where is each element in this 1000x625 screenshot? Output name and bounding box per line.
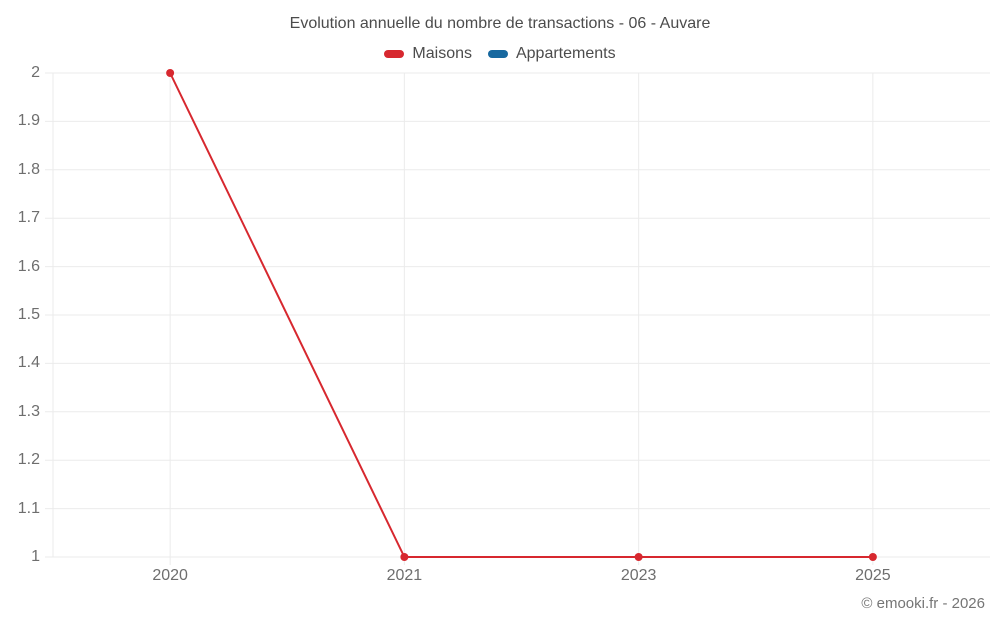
maisons-series-swatch-icon bbox=[384, 50, 405, 58]
copyright-footer: © emooki.fr - 2026 bbox=[861, 595, 985, 612]
y-tick-label: 1.2 bbox=[17, 451, 40, 469]
y-tick-label: 1.3 bbox=[17, 402, 40, 420]
y-tick-label: 1.9 bbox=[17, 112, 40, 130]
data-point-maisons-2021[interactable] bbox=[400, 553, 409, 561]
y-tick-label: 1 bbox=[31, 548, 40, 565]
x-tick-label: 2025 bbox=[855, 567, 891, 584]
series-line-maisons bbox=[169, 72, 874, 558]
y-tick-label: 2 bbox=[31, 64, 40, 81]
data-point-maisons-2020[interactable] bbox=[166, 69, 175, 77]
x-tick-label: 2020 bbox=[152, 567, 188, 584]
legend-item-appartements[interactable]: Appartements bbox=[487, 45, 616, 63]
y-tick-label: 1.7 bbox=[17, 209, 40, 227]
y-tick-label: 1.1 bbox=[17, 499, 40, 517]
y-tick-label: 1.6 bbox=[17, 257, 40, 275]
appartements-series-swatch-icon bbox=[487, 50, 508, 58]
y-tick-label: 1.4 bbox=[17, 354, 40, 372]
data-point-maisons-2023[interactable] bbox=[634, 553, 643, 561]
legend-label-appartements: Appartements bbox=[515, 45, 616, 62]
x-tick-label: 2023 bbox=[620, 567, 657, 584]
x-tick-label: 2021 bbox=[386, 567, 423, 584]
chart-legend: Maisons Appartements bbox=[0, 45, 1000, 63]
y-tick-label: 1.8 bbox=[17, 160, 40, 178]
data-point-maisons-2025[interactable] bbox=[868, 553, 877, 561]
chart-title: Evolution annuelle du nombre de transact… bbox=[289, 15, 711, 32]
y-tick-label: 1.5 bbox=[17, 306, 40, 323]
legend-label-maisons: Maisons bbox=[412, 45, 472, 62]
legend-item-maisons[interactable]: Maisons bbox=[384, 45, 472, 63]
